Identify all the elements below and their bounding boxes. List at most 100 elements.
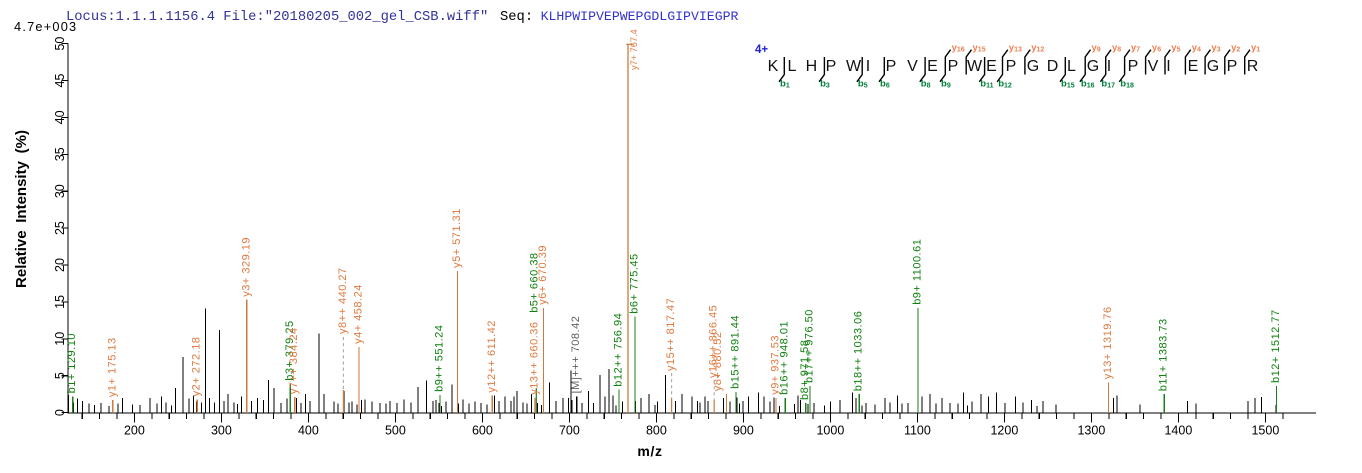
svg-text:P: P <box>1227 58 1238 75</box>
svg-text:300: 300 <box>211 424 232 438</box>
svg-text:b6: b6 <box>880 78 890 89</box>
svg-text:b11: b11 <box>980 78 993 89</box>
svg-text:4+: 4+ <box>755 44 768 56</box>
svg-text:b16++ 948.01: b16++ 948.01 <box>779 321 791 395</box>
svg-text:b5: b5 <box>858 78 868 89</box>
svg-text:y5: y5 <box>1171 43 1180 54</box>
svg-text:b8: b8 <box>921 78 931 89</box>
svg-text:D: D <box>1047 58 1059 75</box>
svg-text:b3: b3 <box>820 78 830 89</box>
svg-text:W: W <box>967 58 983 75</box>
svg-text:P: P <box>826 58 837 75</box>
svg-text:y1+ 175.13: y1+ 175.13 <box>106 337 118 397</box>
svg-text:I: I <box>1166 58 1170 75</box>
svg-text:G: G <box>1087 58 1099 75</box>
svg-text:KLHPWIPVEPWEPGDLGIPVIEGPR: KLHPWIPVEPWEPGDLGIPVIEGPR <box>541 9 739 24</box>
svg-text:35: 35 <box>53 147 67 161</box>
svg-text:y13: y13 <box>1009 43 1022 54</box>
svg-text:b5+ 660.38: b5+ 660.38 <box>528 252 540 312</box>
svg-text:4.7e+003: 4.7e+003 <box>14 19 77 34</box>
svg-text:V: V <box>1148 58 1159 75</box>
svg-text:y3+ 329.19: y3+ 329.19 <box>240 237 252 297</box>
svg-text:y6: y6 <box>1152 43 1161 54</box>
svg-text:G: G <box>1207 58 1219 75</box>
svg-text:[M]+++ 708.42: [M]+++ 708.42 <box>570 316 582 394</box>
svg-text:P: P <box>1006 58 1017 75</box>
svg-text:b11+ 1383.73: b11+ 1383.73 <box>1158 318 1170 391</box>
svg-text:200: 200 <box>124 424 145 438</box>
svg-text:y16++ 866.45: y16++ 866.45 <box>708 305 720 378</box>
svg-text:500: 500 <box>385 424 406 438</box>
svg-text:G: G <box>1027 58 1039 75</box>
svg-text:b12+ 1512.77: b12+ 1512.77 <box>1270 309 1282 383</box>
svg-text:20: 20 <box>53 258 67 272</box>
svg-text:y9: y9 <box>1092 43 1101 54</box>
svg-text:y7++ 384.24: y7++ 384.24 <box>288 327 300 394</box>
svg-text:L: L <box>1067 58 1076 75</box>
svg-text:b18: b18 <box>1120 78 1134 89</box>
svg-text:y8+ 880.52: y8+ 880.52 <box>712 331 724 391</box>
svg-text:Locus:1.1.1.1156.4 File:"20180: Locus:1.1.1.1156.4 File:"20180205_002_ge… <box>66 9 488 25</box>
svg-text:E: E <box>986 58 997 75</box>
svg-text:y7: y7 <box>1131 43 1140 54</box>
svg-text:b16: b16 <box>1081 78 1095 89</box>
svg-text:b3+ 379.25: b3+ 379.25 <box>284 320 296 380</box>
svg-text:1400: 1400 <box>1164 424 1192 438</box>
svg-text:P: P <box>1128 58 1139 75</box>
svg-text:y8: y8 <box>1112 43 1121 54</box>
svg-text:L: L <box>788 58 797 75</box>
svg-text:y16: y16 <box>952 43 965 54</box>
svg-text:b1+ 129.10: b1+ 129.10 <box>66 333 78 393</box>
svg-text:y6+ 670.39: y6+ 670.39 <box>537 245 549 305</box>
svg-text:1300: 1300 <box>1077 424 1105 438</box>
svg-text:1200: 1200 <box>990 424 1018 438</box>
svg-text:y4+ 458.24: y4+ 458.24 <box>353 284 365 344</box>
svg-text:1100: 1100 <box>904 424 931 438</box>
svg-text:y8++ 440.27: y8++ 440.27 <box>337 267 349 334</box>
svg-text:y13+ 1319.76: y13+ 1319.76 <box>1102 306 1114 379</box>
svg-text:y2: y2 <box>1231 43 1240 54</box>
svg-text:40: 40 <box>53 110 67 124</box>
svg-text:I: I <box>866 58 870 75</box>
svg-text:Relative Intensity (%): Relative Intensity (%) <box>13 130 30 288</box>
svg-text:y3: y3 <box>1211 43 1220 54</box>
svg-text:E: E <box>927 58 938 75</box>
svg-text:y12++ 611.42: y12++ 611.42 <box>486 320 498 392</box>
svg-text:y1: y1 <box>1251 43 1260 54</box>
svg-text:15: 15 <box>53 295 67 309</box>
svg-text:45: 45 <box>53 74 67 88</box>
svg-text:400: 400 <box>298 424 319 438</box>
svg-text:b9++ 551.24: b9++ 551.24 <box>434 325 446 392</box>
svg-text:b15: b15 <box>1061 78 1075 89</box>
svg-text:b9: b9 <box>941 78 951 89</box>
svg-text:b8+ 971.58: b8+ 971.58 <box>799 340 811 400</box>
svg-text:b15++ 891.44: b15++ 891.44 <box>730 315 742 389</box>
svg-text:W: W <box>846 58 862 75</box>
svg-text:I: I <box>1107 58 1111 75</box>
svg-text:b9+ 1100.61: b9+ 1100.61 <box>911 239 923 305</box>
svg-text:b12: b12 <box>998 78 1012 89</box>
svg-text:b18++ 1033.06: b18++ 1033.06 <box>853 311 865 392</box>
svg-text:b17: b17 <box>1101 78 1115 89</box>
svg-text:y15++ 817.47: y15++ 817.47 <box>665 298 677 371</box>
svg-text:y9+ 937.53: y9+ 937.53 <box>770 335 782 395</box>
svg-text:b17++ 976.50: b17++ 976.50 <box>804 309 816 383</box>
svg-text:b6+ 775.45: b6+ 775.45 <box>629 253 641 313</box>
svg-text:K: K <box>768 58 779 75</box>
svg-text:b12++ 756.94: b12++ 756.94 <box>612 313 624 387</box>
svg-text:y15: y15 <box>973 43 986 54</box>
svg-text:y2+ 272.18: y2+ 272.18 <box>191 337 203 397</box>
svg-text:1500: 1500 <box>1251 424 1279 438</box>
svg-text:P: P <box>886 58 897 75</box>
svg-text:1000: 1000 <box>816 424 844 438</box>
svg-text:Seq:: Seq: <box>500 10 533 25</box>
svg-text:y7+ 767.4: y7+ 767.4 <box>629 29 639 70</box>
svg-text:25: 25 <box>53 221 67 235</box>
svg-text:10: 10 <box>53 332 67 346</box>
svg-text:E: E <box>1188 58 1199 75</box>
svg-text:R: R <box>1247 58 1259 75</box>
svg-text:P: P <box>948 58 959 75</box>
svg-text:5: 5 <box>53 372 67 379</box>
svg-text:30: 30 <box>53 184 67 198</box>
svg-text:y4: y4 <box>1192 43 1201 54</box>
